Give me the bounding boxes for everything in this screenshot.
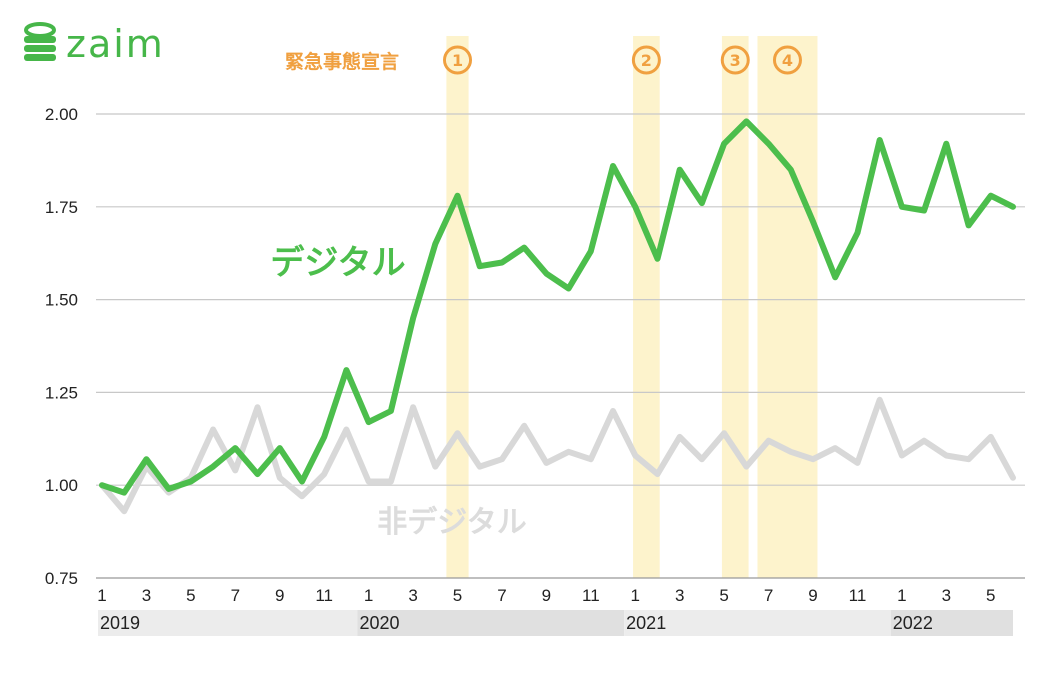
x-tick-label: 3 (942, 586, 951, 605)
x-tick-label: 5 (986, 586, 995, 605)
emergency-band (757, 36, 818, 578)
coin-stack-icon (24, 22, 56, 61)
emergency-bands (446, 36, 818, 578)
x-tick-label: 3 (675, 586, 684, 605)
y-tick-label: 1.75 (45, 198, 78, 217)
digital-line (99, 118, 1016, 496)
y-tick-label: 2.00 (45, 105, 78, 124)
period-number: 4 (782, 51, 793, 70)
grid-lines (96, 113, 1025, 579)
emergency-band (446, 36, 469, 578)
series-label-digital: デジタル (270, 243, 405, 283)
y-tick-label: 0.75 (45, 569, 78, 588)
y-tick-label: 1.25 (45, 383, 78, 402)
year-label: 2021 (626, 613, 666, 633)
period-number-circle (631, 45, 661, 75)
emergency-label: 緊急事態宣言 (285, 50, 399, 73)
year-label: 2022 (893, 613, 933, 633)
year-band (98, 610, 358, 636)
x-tick-label: 1 (97, 586, 106, 605)
year-band (624, 610, 891, 636)
period-number: 3 (730, 51, 741, 70)
year-band (357, 610, 625, 636)
x-tick-label: 5 (186, 586, 195, 605)
emergency-band (721, 36, 749, 578)
period-number-circle (772, 45, 802, 75)
period-number-circle (720, 45, 750, 75)
y-tick-label: 1.00 (45, 476, 78, 495)
y-axis: 0.75 1.00 1.25 1.50 1.75 2.00 (45, 105, 78, 588)
x-tick-label: 5 (719, 586, 728, 605)
x-tick-label: 9 (275, 586, 284, 605)
x-tick-label: 1 (631, 586, 640, 605)
emergency-band (633, 36, 660, 578)
y-tick-label: 1.50 (45, 291, 78, 310)
period-number: 2 (641, 51, 652, 70)
emergency-markers: 1 2 3 4 (443, 45, 802, 75)
x-tick-label: 3 (142, 586, 151, 605)
x-tick-label: 7 (764, 586, 773, 605)
year-band (890, 610, 1013, 636)
x-tick-label: 7 (231, 586, 240, 605)
year-label: 2019 (100, 613, 140, 633)
x-tick-label: 11 (315, 586, 333, 605)
x-tick-label: 9 (542, 586, 551, 605)
period-number: 1 (452, 51, 463, 70)
x-tick-label: 5 (453, 586, 462, 605)
brand-name: zaim (66, 22, 165, 66)
period-number-circle (443, 45, 473, 75)
year-label: 2020 (360, 613, 400, 633)
x-tick-label: 7 (497, 586, 506, 605)
series-lines (99, 118, 1016, 515)
series-label-nondigital: 非デジタル (377, 505, 526, 540)
x-tick-label: 1 (897, 586, 906, 605)
x-tick-label: 11 (849, 586, 867, 605)
nondigital-line (99, 396, 1016, 515)
zaim-logo: zaim (24, 22, 165, 66)
x-tick-label: 9 (808, 586, 817, 605)
x-tick-label: 11 (582, 586, 600, 605)
x-tick-label: 3 (408, 586, 417, 605)
x-tick-label: 1 (364, 586, 373, 605)
